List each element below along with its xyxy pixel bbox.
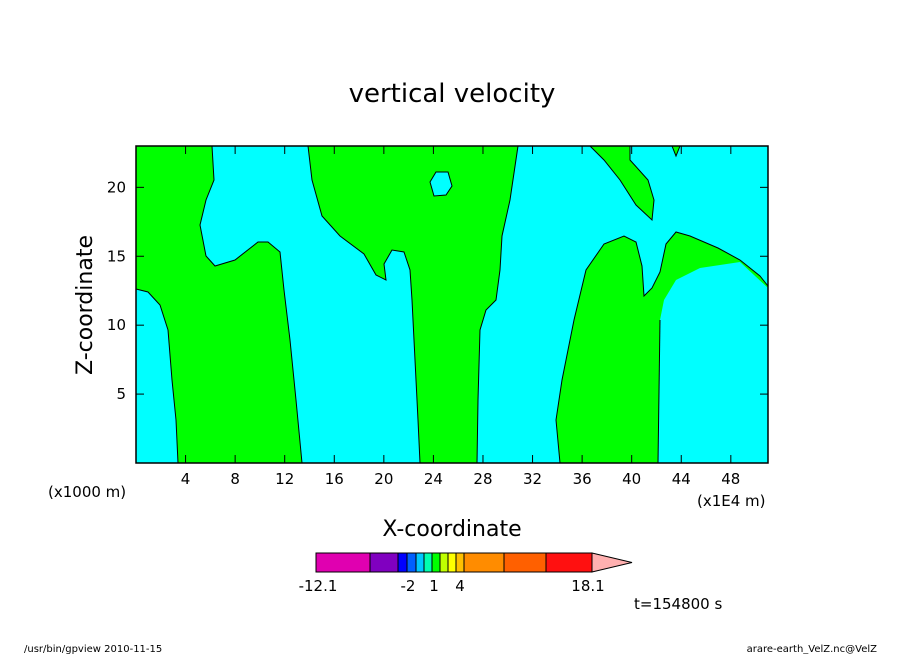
y-axis-label: Z-coordinate <box>73 235 98 375</box>
x-tick-label: 40 <box>622 470 641 488</box>
x-unit-right: (x1E4 m) <box>697 492 766 510</box>
cyan-region-3 <box>430 172 452 196</box>
x-axis-label: X-coordinate <box>382 517 521 542</box>
x-tick-label: 12 <box>275 470 294 488</box>
cyan-region-4 <box>477 146 768 463</box>
colorbar-segment <box>455 552 465 573</box>
x-tick-label: 36 <box>573 470 592 488</box>
colorbar-segment <box>315 552 371 573</box>
time-label: t=154800 s <box>634 595 722 613</box>
contour-lines <box>135 145 769 464</box>
colorbar-segment <box>415 552 425 573</box>
colorbar-segment <box>406 552 417 573</box>
plot-area <box>135 145 769 464</box>
colorbar-min-label: -12.1 <box>299 577 338 595</box>
colorbar-segment <box>503 552 547 573</box>
cyan-region-5 <box>658 262 768 463</box>
x-tick-label: 4 <box>181 470 191 488</box>
colorbar-segment <box>369 552 399 573</box>
x-tick-label: 8 <box>230 470 240 488</box>
y-tick-label: 10 <box>107 316 126 334</box>
plot-frame <box>135 145 769 464</box>
y-tick-label: 15 <box>107 247 126 265</box>
colorbar-segment <box>545 552 593 573</box>
x-tick-label: 44 <box>672 470 691 488</box>
cyan-region-1 <box>136 289 178 463</box>
colorbar-segment <box>397 552 408 573</box>
colorbar-max-label: 18.1 <box>571 577 604 595</box>
x-tick-label: 16 <box>325 470 344 488</box>
x-tick-label: 24 <box>424 470 443 488</box>
colorbar <box>315 552 633 573</box>
x-tick-label: 20 <box>374 470 393 488</box>
chart-title: vertical velocity <box>349 79 556 109</box>
colorbar-label-2: 1 <box>429 577 439 595</box>
y-tick-label: 20 <box>107 178 126 196</box>
colorbar-segment <box>431 552 441 573</box>
colorbar-segment <box>463 552 505 573</box>
x-tick-label: 48 <box>721 470 740 488</box>
colorbar-label-3: 4 <box>455 577 465 595</box>
colorbar-segment <box>447 552 457 573</box>
y-axis-ticks: 5 10 15 20 <box>107 178 768 403</box>
colorbar-label-1: -2 <box>401 577 416 595</box>
x-tick-label: 28 <box>473 470 492 488</box>
cyan-region-2 <box>200 146 420 463</box>
x-unit-left: (x1000 m) <box>48 483 126 501</box>
colorbar-segment <box>423 552 433 573</box>
x-axis-ticks: 4 8 12 16 20 24 28 32 36 40 44 48 <box>181 146 740 488</box>
colorbar-segment <box>439 552 449 573</box>
x-tick-label: 32 <box>523 470 542 488</box>
colorbar-arrow-max <box>591 552 633 573</box>
footer-right: arare-earth_VelZ.nc@VelZ <box>747 644 878 654</box>
y-tick-label: 5 <box>116 385 126 403</box>
footer-left: /usr/bin/gpview 2010-11-15 <box>24 644 162 654</box>
